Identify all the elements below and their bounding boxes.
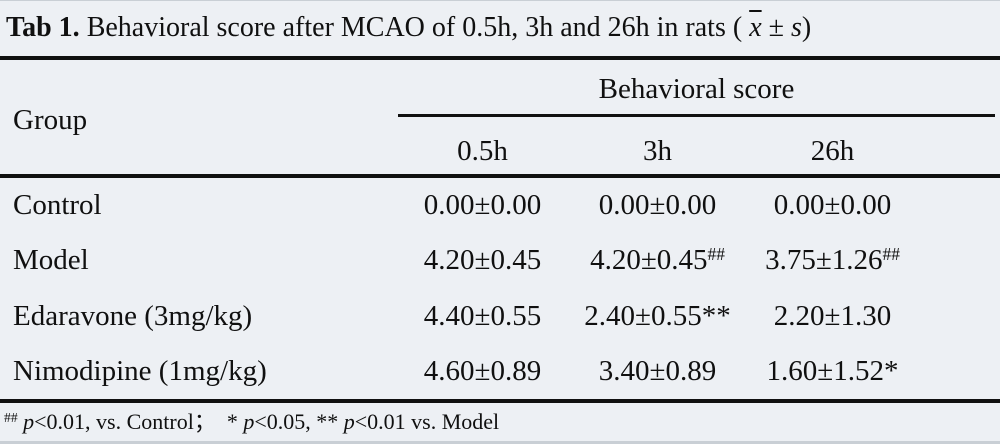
table-caption-close-paren: ): [801, 12, 812, 43]
column-header-3h: 3h: [643, 135, 672, 167]
cell-value: 3.75±1.26##: [765, 243, 900, 277]
row-label: Nimodipine (1mg/kg): [13, 354, 267, 387]
significance-marker: ##: [707, 243, 725, 264]
row-label: Control: [13, 189, 102, 222]
table-row-model: Model 4.20±0.45 4.20±0.45## 3.75±1.26##: [0, 233, 1000, 288]
cell-value: 0.00±0.00: [423, 189, 542, 222]
cell-value: 2.40±0.55**: [584, 299, 731, 332]
body-footnote-divider-rule: [0, 399, 1000, 403]
cell-value: 0.00±0.00: [773, 189, 892, 222]
p-symbol: p: [23, 409, 35, 434]
cell-value: 4.20±0.45##: [590, 243, 725, 277]
cell-value: 4.20±0.45: [423, 244, 542, 277]
top-rule: [0, 56, 1000, 60]
table-caption: Tab 1. Behavioral score after MCAO of 0.…: [6, 10, 811, 46]
row-label: Model: [13, 244, 89, 277]
spanner-header-behavioral-score: Behavioral score: [598, 73, 795, 105]
table-row-edaravone: Edaravone (3mg/kg) 4.40±0.55 2.40±0.55**…: [0, 289, 1000, 344]
row-label: Edaravone (3mg/kg): [13, 299, 253, 332]
cell-value: 2.20±1.30: [773, 299, 892, 332]
cell-value: 0.00±0.00: [598, 189, 717, 222]
p-symbol: p: [343, 409, 355, 434]
table-body: Control 0.00±0.00 0.00±0.00 0.00±0.00 Mo…: [0, 178, 1000, 399]
table-row-nimodipine: Nimodipine (1mg/kg) 4.60±0.89 3.40±0.89 …: [0, 344, 1000, 399]
time-column-headers: 0.5h 3h 26h: [395, 132, 920, 170]
cell-value: 1.60±1.52*: [766, 354, 899, 387]
column-header-26h: 26h: [810, 135, 855, 167]
cell-value: 4.40±0.55: [423, 299, 542, 332]
table-caption-tag: Tab 1.: [6, 12, 80, 43]
cell-value: 3.40±0.89: [598, 354, 717, 387]
header-body-divider-rule: [0, 174, 1000, 178]
plus-minus-symbol: ±: [768, 12, 784, 43]
cell-value: 4.60±0.89: [423, 354, 542, 387]
spanner-underline-rule: [398, 114, 995, 117]
sd-symbol-s: s: [791, 12, 802, 43]
significance-marker: ##: [882, 243, 900, 264]
footnote-hash-marker: ##: [4, 410, 18, 426]
column-header-0-5h: 0.5h: [457, 135, 508, 167]
table-footnote: ## p<0.01, vs. Control； * p<0.05, ** p<0…: [4, 409, 500, 434]
mean-symbol-xbar: x: [749, 12, 762, 43]
table-row-control: Control 0.00±0.00 0.00±0.00 0.00±0.00: [0, 178, 1000, 233]
table-caption-text: Behavioral score after MCAO of 0.5h, 3h …: [86, 12, 743, 43]
p-symbol: p: [243, 409, 255, 434]
column-header-group: Group: [13, 104, 88, 136]
